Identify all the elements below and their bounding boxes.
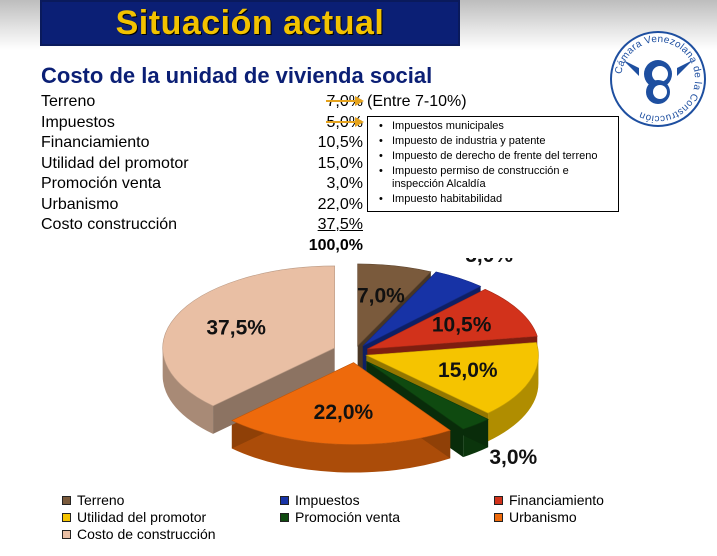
legend-item: Promoción venta — [280, 509, 400, 525]
pie-data-label: 15,0% — [438, 359, 498, 382]
cost-value: 22,0% — [317, 195, 363, 213]
pie-slice — [366, 361, 489, 430]
cost-label: Urbanismo — [41, 195, 119, 213]
pie-data-label: 5,0% — [465, 258, 513, 267]
cost-value: 3,0% — [326, 175, 363, 192]
pie-slice-side — [231, 420, 451, 473]
legend-label: Costo de construcción — [77, 526, 216, 542]
pie-slice — [231, 362, 451, 445]
legend-item: Urbanismo — [494, 509, 577, 525]
legend-swatch — [62, 496, 71, 505]
pie-slice — [367, 288, 538, 350]
cost-label: Promoción venta — [41, 175, 162, 192]
pie-slice — [357, 263, 432, 347]
legend-label: Impuestos — [295, 492, 360, 508]
tax-item: Impuesto de industria y patente — [379, 135, 614, 148]
cost-label: Costo construcción — [41, 216, 178, 233]
tax-details-box: Impuestos municipales Impuesto de indust… — [367, 116, 619, 212]
legend-label: Urbanismo — [509, 509, 577, 525]
tax-item: Impuesto habitabilidad — [379, 193, 614, 206]
cost-value: 15,0% — [317, 154, 363, 172]
pie-data-label: 7,0% — [357, 284, 405, 307]
cost-label: Financiamiento — [41, 134, 150, 151]
camara-venezolana-logo: Cámara Venezolana de la Construcción — [610, 31, 706, 127]
pie-data-label: 10,5% — [432, 313, 492, 336]
legend-label: Terreno — [77, 492, 125, 508]
legend-swatch — [494, 496, 503, 505]
cost-value: 10,5% — [317, 134, 363, 151]
cost-value: 37,5% — [317, 216, 363, 233]
pie-slice — [362, 271, 482, 347]
legend-swatch — [280, 513, 289, 522]
legend-swatch — [62, 513, 71, 522]
subtitle: Costo de la unidad de vivienda social — [41, 63, 433, 88]
legend-item: Costo de construcción — [62, 526, 216, 542]
legend-label: Utilidad del promotor — [77, 509, 207, 525]
pie-slice — [162, 265, 335, 407]
legend-item: Impuestos — [280, 492, 360, 508]
cost-label: Impuestos — [41, 113, 115, 131]
tax-item: Impuesto permiso de construcción e inspe… — [379, 165, 614, 191]
cost-label: Terreno — [41, 93, 96, 110]
legend-swatch — [280, 496, 289, 505]
legend-label: Promoción venta — [295, 509, 401, 525]
arrow-right-icon — [326, 96, 364, 106]
legend-label: Financiamiento — [509, 492, 604, 508]
legend-swatch — [62, 530, 71, 539]
arrow-right-icon — [326, 117, 364, 127]
pie-slice-wall — [213, 347, 335, 434]
pie-slice — [365, 342, 539, 414]
tax-item: Impuesto de derecho de frente del terren… — [379, 150, 614, 163]
legend-swatch — [494, 513, 503, 522]
range-note: (Entre 7-10%) — [367, 93, 467, 110]
tax-item: Impuestos municipales — [379, 120, 614, 133]
pie-data-label: 37,5% — [206, 316, 266, 339]
cost-label: Utilidad del promotor — [41, 154, 189, 172]
pie-chart: 7,0% 5,0% 10,5% 15,0% 3,0% 22,0% 37,5% — [162, 258, 539, 473]
total-value: 100,0% — [308, 237, 363, 254]
legend-item: Financiamiento — [494, 492, 604, 508]
title-banner: Situación actual — [40, 0, 460, 46]
pie-data-label: 22,0% — [314, 401, 374, 424]
page-title: Situación actual — [115, 3, 385, 42]
legend-item: Terreno — [62, 492, 124, 508]
legend-item: Utilidad del promotor — [62, 509, 206, 525]
pie-data-label: 3,0% — [489, 446, 537, 469]
